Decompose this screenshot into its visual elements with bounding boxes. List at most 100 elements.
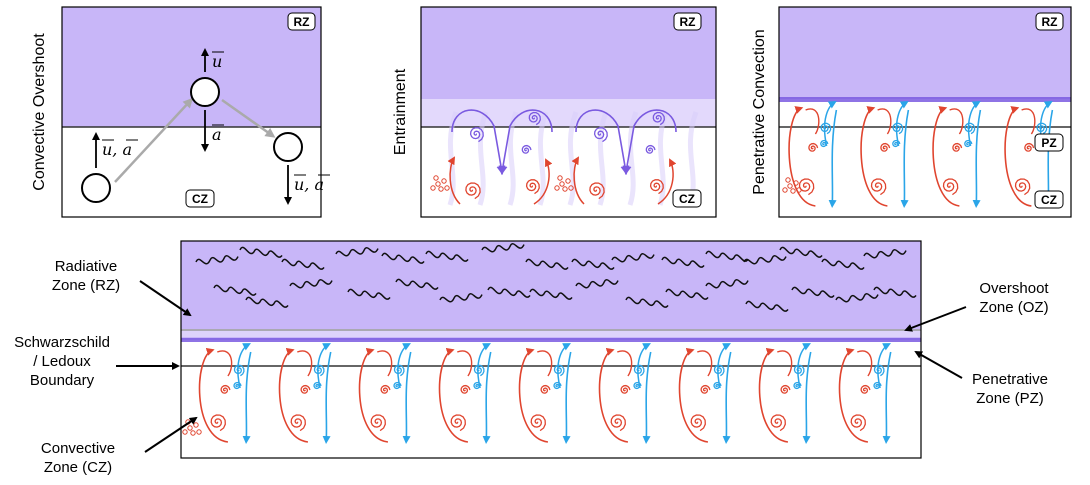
spiral-icon	[793, 364, 805, 377]
arrow-icon	[877, 343, 891, 389]
bubble-icon	[565, 178, 571, 184]
spiral-icon	[645, 144, 656, 154]
spiral-icon	[589, 182, 605, 200]
red-curl	[297, 350, 313, 377]
wave-icon	[195, 255, 239, 265]
arrow-icon	[860, 106, 888, 207]
red-curl	[805, 108, 820, 135]
arrow-icon	[571, 156, 585, 205]
arrow-icon	[717, 343, 731, 389]
svg-text:CZ: CZ	[192, 192, 208, 206]
wave-icon	[439, 293, 483, 303]
spiral-icon	[870, 178, 887, 196]
wave-icon	[791, 286, 835, 298]
spiral-icon	[880, 142, 891, 152]
label-penetrative-zone: Penetrative Zone (PZ)	[972, 371, 1048, 407]
bubble-icon	[193, 422, 199, 428]
tag-cz: CZ	[185, 189, 215, 208]
vector-label: u	[212, 52, 222, 71]
label-radiative-zone: Radiative Zone (RZ)	[52, 258, 120, 294]
panel-entrainment: Entrainment RZ CZ	[392, 6, 717, 218]
arrow-icon	[575, 109, 630, 175]
spiral-icon	[525, 179, 540, 195]
spiral-icon	[393, 364, 405, 377]
bubble-icon	[441, 178, 447, 184]
pz-top-boundary	[779, 97, 1071, 102]
tag-rz: RZ	[673, 12, 702, 31]
panel-side-label: Entrainment	[392, 68, 409, 155]
arrow-icon	[477, 343, 491, 389]
arrow-icon	[932, 106, 960, 207]
spiral-icon	[652, 111, 665, 126]
bubble-icon	[790, 188, 796, 194]
svg-text:Zone (OZ): Zone (OZ)	[979, 299, 1048, 316]
red-curl	[857, 350, 873, 377]
arrow-icon	[828, 109, 838, 208]
red-curl	[697, 350, 713, 377]
arrow-icon	[198, 348, 229, 443]
wave-icon	[743, 255, 787, 265]
spiral-icon	[473, 364, 485, 377]
wave-icon	[611, 253, 655, 263]
spiral-icon	[952, 142, 963, 152]
arrow-icon	[797, 343, 811, 389]
arrow-icon	[482, 351, 492, 444]
svg-text:Convective: Convective	[41, 440, 115, 457]
arrow-icon	[904, 306, 967, 332]
bubble-icon	[196, 429, 202, 435]
wave-icon	[665, 288, 709, 300]
trajectory-arrow	[114, 97, 194, 183]
arrow-icon	[972, 109, 982, 208]
bubble-icon	[793, 180, 799, 186]
spiral-icon	[780, 384, 791, 394]
spiral-icon	[620, 384, 631, 394]
panel-frame	[778, 6, 1072, 218]
spiral-icon	[633, 364, 645, 377]
wave-icon	[745, 300, 789, 312]
svg-text:CZ: CZ	[679, 192, 695, 206]
spiral-icon	[808, 142, 819, 152]
spiral-icon	[553, 364, 565, 377]
spiral-icon	[380, 384, 391, 394]
arrow-icon	[358, 348, 389, 443]
svg-text:Schwarzschild: Schwarzschild	[14, 334, 110, 351]
arrow-icon	[823, 101, 837, 147]
svg-text:Radiative: Radiative	[55, 258, 118, 275]
wave-icon	[779, 246, 823, 258]
bubble-icon	[787, 183, 793, 189]
wave-icon	[487, 286, 531, 298]
arrow-icon	[657, 158, 677, 205]
arrow-icon	[758, 348, 789, 443]
svg-text:RZ: RZ	[294, 15, 310, 29]
spiral-icon	[370, 414, 386, 432]
pz-top-boundary	[181, 338, 921, 342]
wave-icon	[529, 288, 573, 300]
vector-label: u, a	[102, 140, 132, 159]
bubble-icon	[554, 185, 560, 191]
wisp	[627, 111, 639, 206]
label-convective-zone: Convective Zone (CZ)	[41, 440, 115, 476]
wave-icon	[245, 296, 289, 308]
vector-label: u, a	[294, 175, 324, 194]
wave-icon	[213, 284, 257, 296]
red-curl	[1021, 108, 1036, 135]
svg-text:Zone (CZ): Zone (CZ)	[44, 459, 112, 476]
svg-text:Boundary: Boundary	[30, 372, 95, 389]
panel-side-label: Convective Overshoot	[31, 33, 48, 191]
wave-icon	[239, 246, 283, 258]
bubble-icon	[438, 186, 444, 192]
arrow-icon	[402, 351, 412, 444]
panel-side-label: Penetrative Convection	[751, 29, 768, 194]
bubble-icon	[796, 187, 802, 193]
label-schwarzschild-boundary: Schwarzschild / Ledoux Boundary	[14, 334, 110, 389]
spiral-icon	[873, 364, 885, 377]
bubble-icon	[430, 185, 436, 191]
red-curl	[777, 350, 793, 377]
wave-icon	[835, 293, 879, 303]
wisp	[507, 111, 519, 206]
red-curl	[217, 350, 233, 377]
wave-icon	[873, 286, 917, 298]
tag-rz: RZ	[287, 12, 316, 31]
spiral-icon	[610, 414, 626, 432]
